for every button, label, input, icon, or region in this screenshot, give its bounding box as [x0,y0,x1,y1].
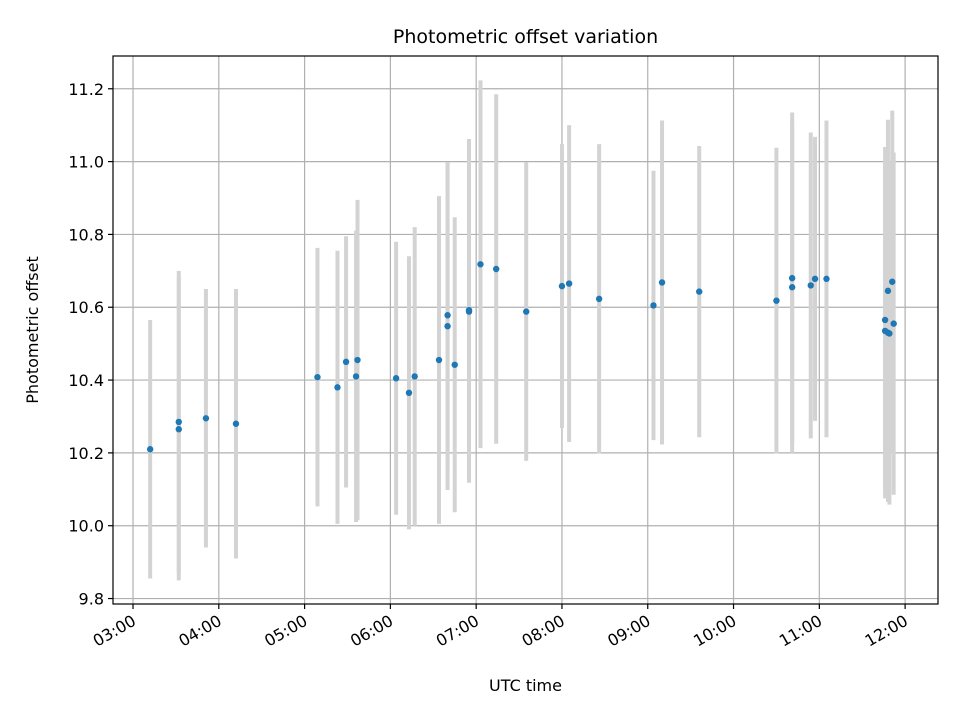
data-point [444,322,451,330]
data-point [523,308,530,315]
data-point [558,282,566,290]
y-tick-label: 10.4 [68,371,104,390]
x-tick-label: 07:00 [433,611,482,651]
data-point [334,384,341,391]
y-tick-label: 10.2 [68,444,104,463]
data-point [881,316,889,324]
data-point [202,415,210,422]
y-axis: 9.8 10.0 10.2 10.4 10.6 10.8 11.0 11.2 [68,80,113,609]
data-point [411,373,418,380]
data-point [788,274,796,282]
plot-area [112,55,939,605]
data-point [444,312,451,319]
x-tick-label: 09:00 [604,611,653,651]
data-points [146,261,897,453]
data-point [175,426,182,433]
y-axis-label: Photometric offset [23,256,42,404]
data-point [451,361,458,368]
error-bars [148,80,896,581]
y-tick-label: 9.8 [79,590,104,609]
y-tick-label: 10.8 [68,225,104,244]
data-point [595,295,603,303]
x-axis-label: UTC time [489,676,562,695]
data-point [650,302,657,309]
data-point [890,320,897,327]
data-point [696,288,703,295]
data-point [392,375,400,382]
x-tick-label: 10:00 [690,611,739,651]
y-tick-label: 10.6 [68,298,104,317]
chart-title: Photometric offset variation [393,26,658,48]
data-point [314,373,321,381]
x-tick-label: 03:00 [90,611,139,651]
y-tick-label: 11.2 [68,80,104,99]
x-tick-label: 12:00 [862,611,911,651]
data-point [477,261,484,268]
x-tick-label: 08:00 [519,611,568,651]
data-point [405,389,413,397]
data-point [232,420,240,427]
y-tick-label: 11.0 [68,153,104,172]
data-point [565,280,573,287]
data-point [465,306,473,314]
data-point [811,275,819,283]
x-tick-label: 11:00 [776,611,825,651]
data-point [342,358,350,366]
data-point [146,446,154,453]
data-point [807,282,814,289]
x-tick-label: 05:00 [261,611,310,651]
x-axis: 03:00 04:00 05:00 06:00 07:00 08:00 09:00 10:00… [90,604,911,651]
y-tick-label: 10.0 [68,517,104,536]
data-point [788,284,796,291]
data-point [889,278,896,285]
x-tick-label: 06:00 [347,611,396,651]
x-tick-label: 04:00 [175,611,224,651]
data-point [175,418,182,426]
data-point [823,275,830,283]
data-point [354,356,361,364]
data-point [352,373,360,380]
data-point [658,279,666,286]
data-point [492,265,500,273]
data-point [773,297,780,304]
data-point [886,330,893,337]
data-point [435,356,443,364]
data-point [884,287,892,295]
